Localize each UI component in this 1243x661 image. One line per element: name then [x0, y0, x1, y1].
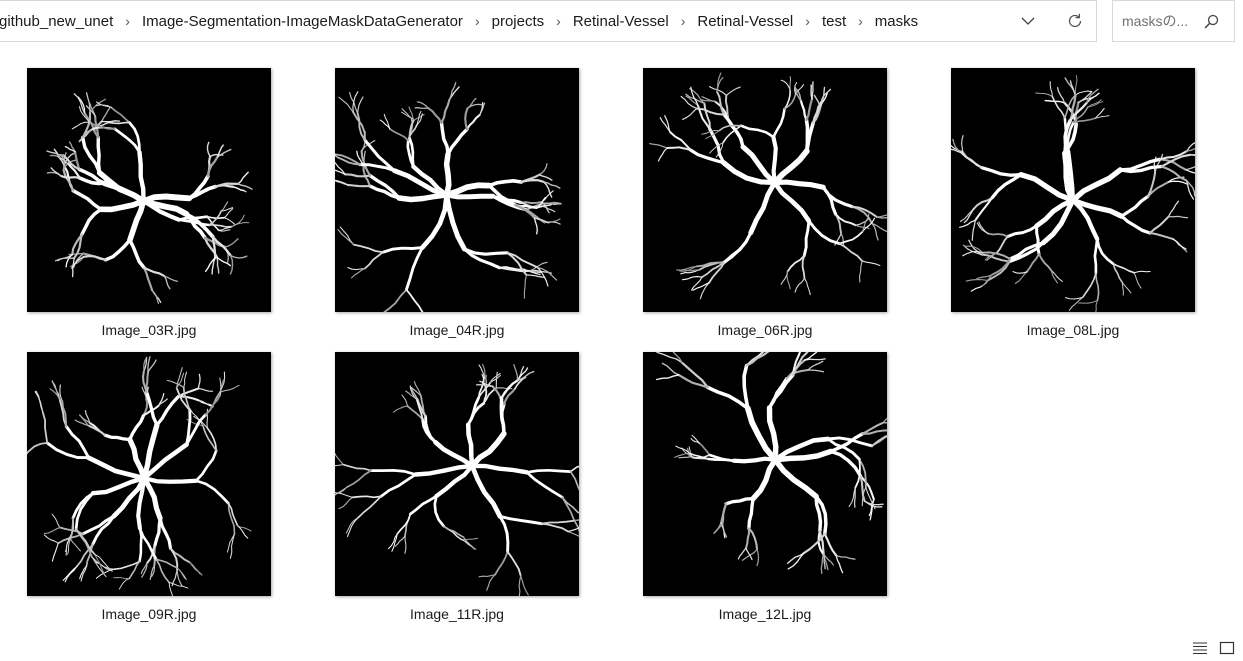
vessel-mask [27, 356, 252, 596]
file-thumbnail[interactable] [951, 68, 1195, 312]
file-name[interactable]: Image_12L.jpg [718, 606, 812, 622]
file-name[interactable]: Image_09R.jpg [101, 606, 197, 622]
chevron-down-icon [1021, 17, 1035, 25]
details-view-icon [1193, 642, 1207, 654]
file-name[interactable]: Image_06R.jpg [717, 322, 813, 338]
breadcrumb-separator-icon[interactable]: › [680, 13, 686, 29]
breadcrumb-separator-icon[interactable]: › [805, 13, 810, 29]
file-item[interactable]: Image_03R.jpg [19, 68, 279, 348]
vessel-mask [951, 75, 1195, 312]
file-thumbnail[interactable] [27, 352, 271, 596]
file-thumbnail[interactable] [643, 68, 887, 312]
file-name[interactable]: Image_04R.jpg [409, 322, 505, 338]
file-item[interactable]: Image_11R.jpg [327, 352, 587, 632]
file-thumbnail[interactable] [27, 68, 271, 312]
file-name[interactable]: Image_11R.jpg [410, 606, 504, 622]
file-thumbnail[interactable] [335, 68, 579, 312]
breadcrumb-item[interactable]: github_new_unet [0, 12, 114, 30]
vessel-mask [46, 92, 253, 304]
details-view-button[interactable] [1190, 638, 1210, 658]
search-input[interactable] [1122, 13, 1206, 29]
large-icons-view-icon [1219, 641, 1235, 655]
breadcrumb: github_new_unet › Image-Segmentation-Ima… [0, 1, 924, 41]
file-name[interactable]: Image_08L.jpg [1026, 322, 1120, 338]
top-bar: github_new_unet › Image-Segmentation-Ima… [0, 0, 1243, 44]
vessel-mask [335, 82, 562, 312]
breadcrumb-item[interactable]: masks [874, 12, 919, 30]
breadcrumb-separator-icon[interactable]: › [474, 13, 480, 29]
search-icon[interactable] [1201, 12, 1221, 32]
breadcrumb-item[interactable]: projects [491, 12, 545, 30]
file-item[interactable]: Image_09R.jpg [19, 352, 279, 632]
breadcrumb-separator-icon[interactable]: › [556, 13, 561, 29]
large-icons-view-button[interactable] [1217, 638, 1237, 658]
file-item[interactable]: Image_12L.jpg [635, 352, 895, 632]
file-thumbnail[interactable] [335, 352, 579, 596]
breadcrumb-item[interactable]: Retinal-Vessel [572, 12, 669, 30]
status-bar [1187, 636, 1243, 660]
refresh-icon [1068, 13, 1082, 28]
file-item[interactable]: Image_06R.jpg [635, 68, 895, 348]
breadcrumb-item[interactable]: Image-Segmentation-ImageMaskDataGenerato… [141, 12, 463, 30]
breadcrumb-item[interactable]: test [821, 12, 847, 30]
address-bar[interactable]: github_new_unet › Image-Segmentation-Ima… [0, 0, 1097, 42]
file-item[interactable]: Image_08L.jpg [943, 68, 1203, 348]
vessel-mask [655, 352, 887, 574]
vessel-mask [335, 363, 579, 596]
breadcrumb-separator-icon[interactable]: › [858, 13, 863, 29]
breadcrumb-separator-icon[interactable]: › [125, 13, 130, 29]
file-item[interactable]: Image_04R.jpg [327, 68, 587, 348]
address-history-dropdown-button[interactable] [1013, 7, 1043, 35]
breadcrumb-item[interactable]: Retinal-Vessel [697, 12, 794, 30]
vessel-mask [649, 72, 887, 300]
search-box[interactable] [1112, 0, 1235, 42]
file-thumbnail[interactable] [643, 352, 887, 596]
file-name[interactable]: Image_03R.jpg [101, 322, 197, 338]
refresh-button[interactable] [1060, 7, 1090, 35]
